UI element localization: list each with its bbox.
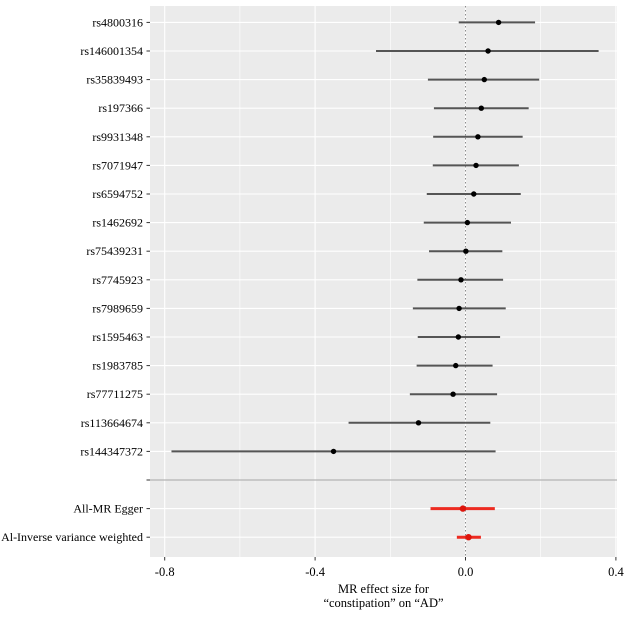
row-label: rs6594752 <box>92 187 143 201</box>
row-label: All-MR Egger <box>73 502 143 516</box>
row-label: rs146001354 <box>80 44 143 58</box>
x-tick-label: -0.4 <box>305 565 326 579</box>
row-label: rs7071947 <box>92 158 143 172</box>
row-label: Al-Inverse variance weighted <box>1 530 143 544</box>
row-label: rs77711275 <box>87 387 143 401</box>
point-estimate <box>464 219 471 226</box>
row-label: rs35839493 <box>86 73 143 87</box>
x-tick-label: -0.8 <box>155 565 175 579</box>
point-estimate <box>473 162 479 169</box>
row-label: rs75439231 <box>86 244 143 258</box>
row-label: rs7745923 <box>92 273 143 287</box>
point-estimate <box>465 534 472 541</box>
point-estimate <box>481 76 487 83</box>
row-label: rs9931348 <box>92 130 143 144</box>
point-estimate <box>456 305 462 312</box>
row-label: rs4800316 <box>92 15 143 29</box>
chart-dynamic-layer: rs4800316 rs146001354 rs35839493 rs197366 rs… <box>1 6 624 579</box>
point-estimate <box>478 105 484 111</box>
row-label: rs7989659 <box>92 301 143 315</box>
point-estimate <box>495 19 502 26</box>
point-estimate <box>485 48 491 54</box>
point-estimate <box>458 277 464 283</box>
x-axis-title-line1: MR effect size for <box>338 582 430 596</box>
point-estimate <box>459 505 467 512</box>
row-label: rs197366 <box>98 101 143 115</box>
point-estimate <box>450 391 456 397</box>
point-estimate <box>471 191 477 197</box>
point-estimate <box>330 448 337 455</box>
point-estimate <box>475 134 481 140</box>
x-tick-label: 0.0 <box>458 565 474 579</box>
point-estimate <box>453 362 459 369</box>
point-estimate <box>415 420 422 426</box>
row-label: rs1462692 <box>92 216 143 230</box>
row-label: rs144347372 <box>80 444 143 458</box>
row-label: rs113664674 <box>81 416 143 430</box>
x-axis-title-line2: “constipation” on “AD” <box>323 596 443 610</box>
point-estimate <box>455 334 462 340</box>
point-estimate <box>463 248 469 254</box>
row-label: rs1595463 <box>92 330 143 344</box>
panel-background <box>150 6 617 557</box>
x-tick-label: 0.4 <box>608 565 624 579</box>
row-label: rs1983785 <box>92 359 143 373</box>
